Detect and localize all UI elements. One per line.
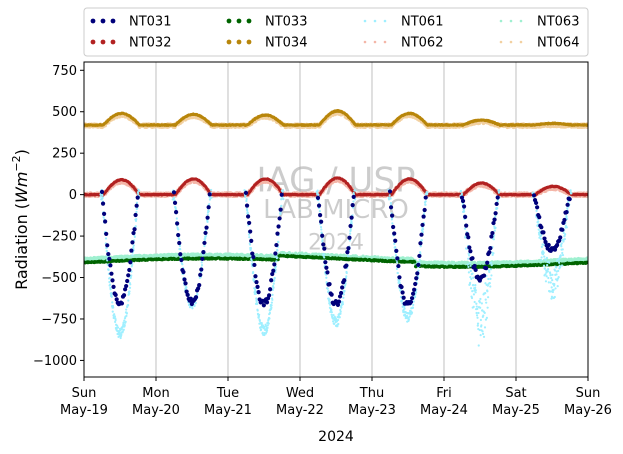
legend-label: NT063 xyxy=(537,15,579,30)
legend-label: NT033 xyxy=(265,15,307,30)
legend-marker-nt061 xyxy=(363,19,387,23)
legend-dot xyxy=(499,40,503,44)
series-nt034 xyxy=(84,109,588,127)
legend-dot xyxy=(110,39,116,45)
watermark-line: LAB MICRO xyxy=(263,195,409,225)
legend-dot xyxy=(383,40,387,44)
legend-label: NT062 xyxy=(401,36,443,51)
legend-dot xyxy=(90,39,96,45)
legend-label: NT032 xyxy=(129,36,171,51)
legend-dot xyxy=(519,40,523,44)
grid xyxy=(155,62,517,377)
legend-dot xyxy=(383,19,387,23)
legend-marker-nt031 xyxy=(90,18,116,24)
legend-dot xyxy=(519,19,523,23)
legend-dot xyxy=(363,40,367,44)
watermark-line: 2024 xyxy=(308,230,364,255)
legend-box xyxy=(83,7,589,57)
legend-marker-nt034 xyxy=(226,39,252,45)
legend-marker-nt064 xyxy=(499,40,523,44)
legend-dot xyxy=(100,18,106,24)
plot-area xyxy=(84,109,588,347)
legend-dot xyxy=(236,18,242,24)
legend-dot xyxy=(110,18,116,24)
legend-dot xyxy=(226,18,232,24)
legend-label: NT034 xyxy=(265,36,307,51)
legend-dot xyxy=(363,19,367,23)
legend-dot xyxy=(373,19,377,23)
legend-dot xyxy=(499,19,503,23)
legend-dot xyxy=(236,39,242,45)
legend-marker-nt063 xyxy=(499,19,523,23)
legend-dot xyxy=(509,40,513,44)
legend-dot xyxy=(509,19,513,23)
legend-marker-nt032 xyxy=(90,39,116,45)
legend-marker-nt062 xyxy=(363,40,387,44)
legend-dot xyxy=(246,39,252,45)
legend-marker-nt033 xyxy=(226,18,252,24)
legend-dot xyxy=(246,18,252,24)
legend-dot xyxy=(226,39,232,45)
legend-label: NT064 xyxy=(537,36,579,51)
legend-dot xyxy=(373,40,377,44)
legend-dot xyxy=(100,39,106,45)
legend-label: NT031 xyxy=(129,15,171,30)
legend: NT031 NT032 NT033 NT034 NT061 NT062 NT063 NT064 xyxy=(83,7,589,57)
legend-label: NT061 xyxy=(401,15,443,30)
legend-dot xyxy=(90,18,96,24)
